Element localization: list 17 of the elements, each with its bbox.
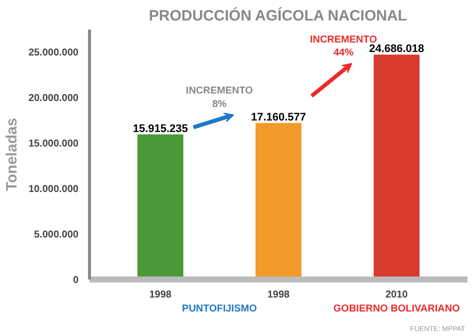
y-tick-label: 20.000.000 (28, 93, 79, 104)
y-axis-title: Toneladas (3, 118, 20, 192)
x-tick-label: 2010 (386, 290, 408, 300)
y-tick-label: 25.000.000 (28, 48, 79, 59)
x-tick-label: 1998 (267, 290, 290, 300)
x-tick-label: 1998 (149, 290, 172, 300)
y-tick-label: 0 (72, 275, 79, 286)
y-tick-label: 5.000.000 (34, 230, 79, 241)
y-tick-label: 15.000.000 (28, 138, 79, 150)
data-label: 24.686.018 (369, 43, 424, 56)
y-tick-label: 10.000.000 (28, 184, 79, 196)
text: PUNTOFIJISMO (182, 304, 258, 314)
annotation: INCREMENTO 8% (186, 86, 254, 110)
data-label: 15.915.235 (132, 122, 188, 135)
chart-title: PRODUCCIÓN AGÍCOLA NACIONAL (148, 6, 407, 24)
text: GOBIERNO BOLIVARIANO (333, 304, 460, 314)
data-label: 17.160.577 (250, 111, 306, 124)
